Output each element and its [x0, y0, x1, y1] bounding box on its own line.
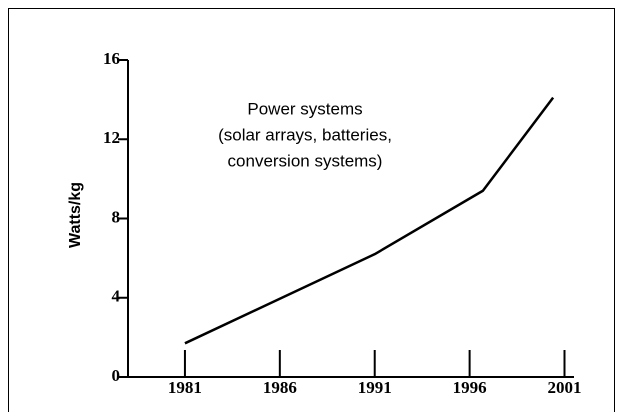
frame [8, 8, 615, 412]
x-tick-label: 1981 [168, 378, 202, 397]
y-tick-label: 16 [103, 49, 120, 68]
x-tick-label: 1991 [358, 378, 392, 397]
line [184, 96, 555, 345]
annotation: conversion systems) [228, 151, 383, 170]
x-tick-label: 1996 [453, 378, 487, 397]
y-tick-label: 0 [112, 366, 121, 385]
annotation: (solar arrays, batteries, [218, 125, 392, 144]
y-tick-label: 12 [103, 128, 120, 147]
x-tick-label: 1986 [263, 378, 297, 397]
x-tick-label: 2001 [548, 378, 582, 397]
y-tick-label: 8 [112, 207, 121, 226]
annotation: Power systems [247, 99, 362, 118]
y-tick-label: 4 [112, 287, 121, 306]
y-axis-label: Watts/kg [67, 182, 84, 248]
